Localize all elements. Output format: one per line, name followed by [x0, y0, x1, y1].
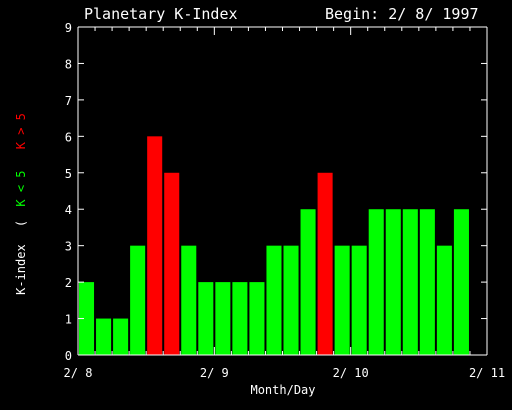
bar [317, 172, 333, 355]
bar [419, 209, 435, 355]
y-tick-label: 4 [65, 203, 72, 217]
y-tick-label: 1 [65, 313, 72, 327]
bar [453, 209, 469, 355]
bar [368, 209, 384, 355]
axes-group: 0 1 2 3 4 5 6 7 8 9 2/ 8 2/ 9 2/ 10 2/ 11 [64, 21, 506, 380]
bars-group [79, 136, 469, 355]
x-tick-label: 2/ 10 [333, 366, 369, 380]
bar [181, 245, 197, 355]
bar [96, 318, 112, 355]
y-tick-label: 3 [65, 240, 72, 254]
bar [130, 245, 146, 355]
bar [79, 282, 95, 355]
y-tick-label: 6 [65, 130, 72, 144]
bar [283, 245, 299, 355]
bar [351, 245, 367, 355]
bar [402, 209, 418, 355]
bar [249, 282, 265, 355]
y-tick-label: 7 [65, 94, 72, 108]
svg-text:K-index ( K < 5: K-index ( K < 5 K > 5 [14, 113, 28, 295]
y-tick-label: 8 [65, 57, 72, 71]
bar [232, 282, 248, 355]
y-tick-label: 9 [65, 21, 72, 35]
bar [436, 245, 452, 355]
bar [147, 136, 163, 355]
y-axis-label-paren: ( [14, 220, 28, 227]
y-tick-label: 2 [65, 276, 72, 290]
bar [334, 245, 350, 355]
chart-title: Planetary K-Index [84, 5, 238, 23]
y-axis-label-low: K < 5 [14, 170, 28, 206]
y-tick-label: 5 [65, 167, 72, 181]
bar [215, 282, 231, 355]
bar [266, 245, 282, 355]
y-axis-label-prefix: K-index [14, 244, 28, 295]
begin-date-label: Begin: 2/ 8/ 1997 [325, 5, 479, 23]
y-tick-label: 0 [65, 349, 72, 363]
x-axis-label: Month/Day [250, 383, 315, 397]
bar [385, 209, 401, 355]
y-axis-label: K-index ( K < 5 K > 5 [14, 113, 28, 295]
x-tick-label: 2/ 11 [469, 366, 505, 380]
bar [113, 318, 129, 355]
x-tick-label: 2/ 9 [200, 366, 229, 380]
x-tick-label: 2/ 8 [64, 366, 93, 380]
bar [198, 282, 214, 355]
bar [164, 172, 180, 355]
bar [300, 209, 316, 355]
y-axis-label-high: K > 5 [14, 113, 28, 149]
